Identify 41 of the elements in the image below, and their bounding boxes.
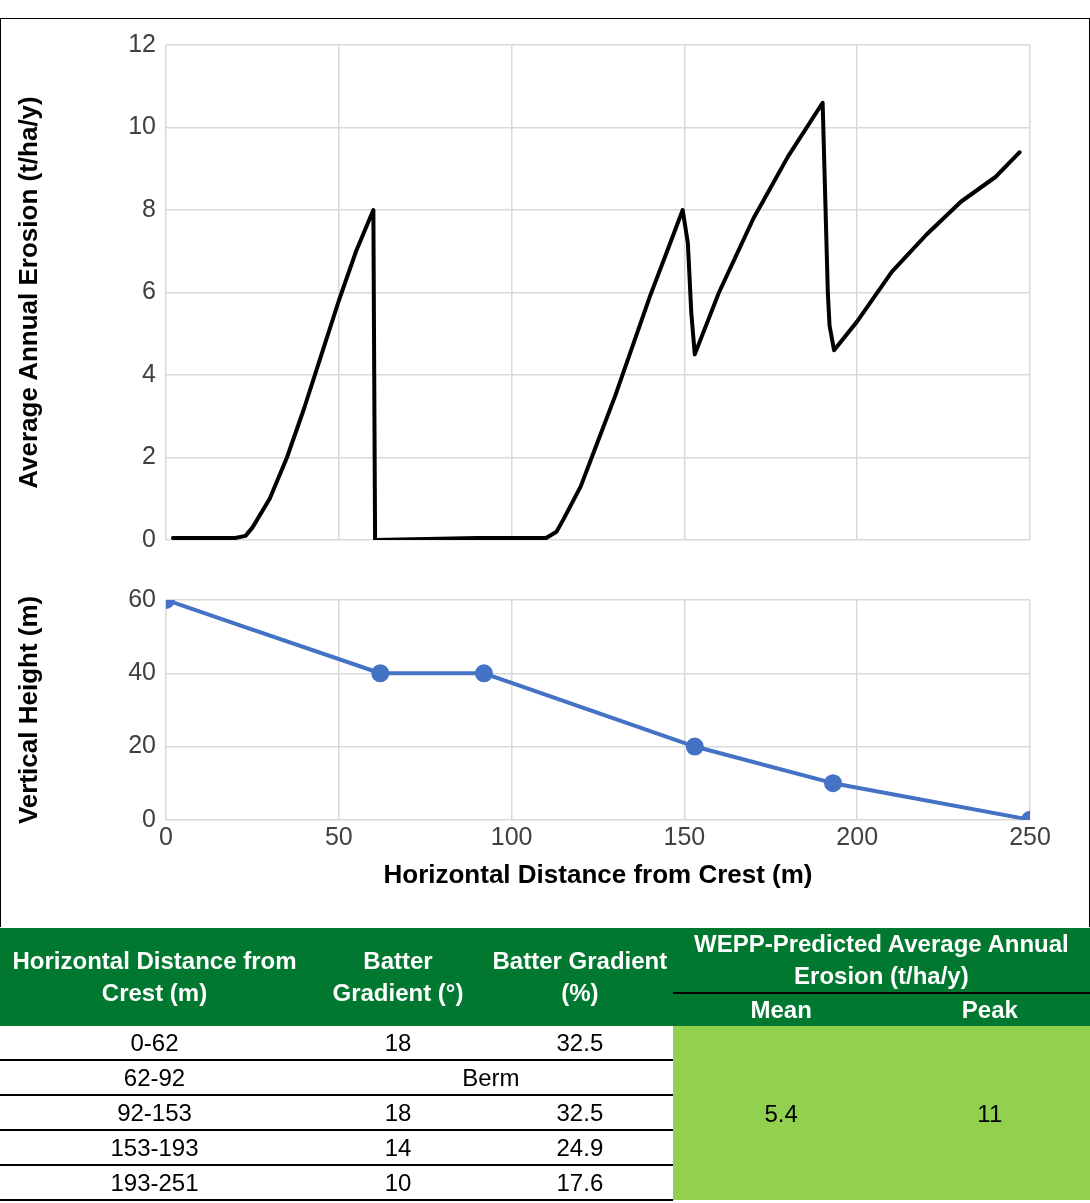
x-tick-label: 100 [490, 821, 533, 850]
y-tick-label: 0 [142, 523, 156, 552]
y-tick-label: 60 [128, 583, 156, 612]
text: Berm [462, 1064, 520, 1091]
x-tick-label: 150 [663, 821, 706, 850]
y-axis-title: Vertical Height (m) [12, 595, 43, 825]
y-tick-label: 2 [142, 441, 156, 470]
text: 24.9 [556, 1134, 604, 1161]
y-tick-label: 6 [142, 276, 156, 305]
y-tick-label: 4 [142, 358, 157, 387]
text: 10 [384, 1169, 412, 1196]
text: 0-62 [130, 1029, 179, 1056]
x-axis-title: Horizontal Distance from Crest (m) [383, 858, 813, 889]
category-label: Horizontal Distance from Crest (m) [0, 928, 309, 1026]
text: 62-92 [123, 1064, 186, 1091]
category-label: Batter Gradient (%) [487, 928, 673, 1026]
y-tick-label: 40 [128, 657, 156, 686]
category-label: Mean [672, 993, 890, 1026]
text: WEPP-Predicted Average Annual Erosion (t/ha/y) [672, 928, 1090, 993]
y-tick-label: 0 [142, 803, 156, 832]
text: 17.6 [556, 1169, 604, 1196]
x-tick-label: 50 [324, 821, 353, 850]
text: 18 [384, 1099, 412, 1126]
y-tick-label: 10 [128, 111, 156, 140]
text: 11 [977, 1099, 1003, 1127]
text: 153-193 [110, 1134, 199, 1161]
y-tick-label: 12 [128, 28, 156, 57]
text: 32.5 [556, 1029, 604, 1056]
text: 32.5 [556, 1099, 604, 1126]
y-tick-label: 20 [128, 730, 156, 759]
text: 18 [384, 1029, 412, 1056]
text: 193-251 [110, 1169, 199, 1196]
category-label: Peak [889, 993, 1090, 1026]
y-axis-title: Average Annual Erosion (t/ha/y) [12, 96, 43, 489]
category-label: Batter Gradient (°) [308, 928, 487, 1026]
text: 14 [384, 1134, 412, 1161]
y-tick-label: 8 [142, 193, 156, 222]
x-tick-label: 250 [1009, 821, 1051, 850]
text: 5.4 [764, 1099, 798, 1127]
x-tick-label: 200 [836, 821, 879, 850]
text: 92-153 [117, 1099, 192, 1126]
